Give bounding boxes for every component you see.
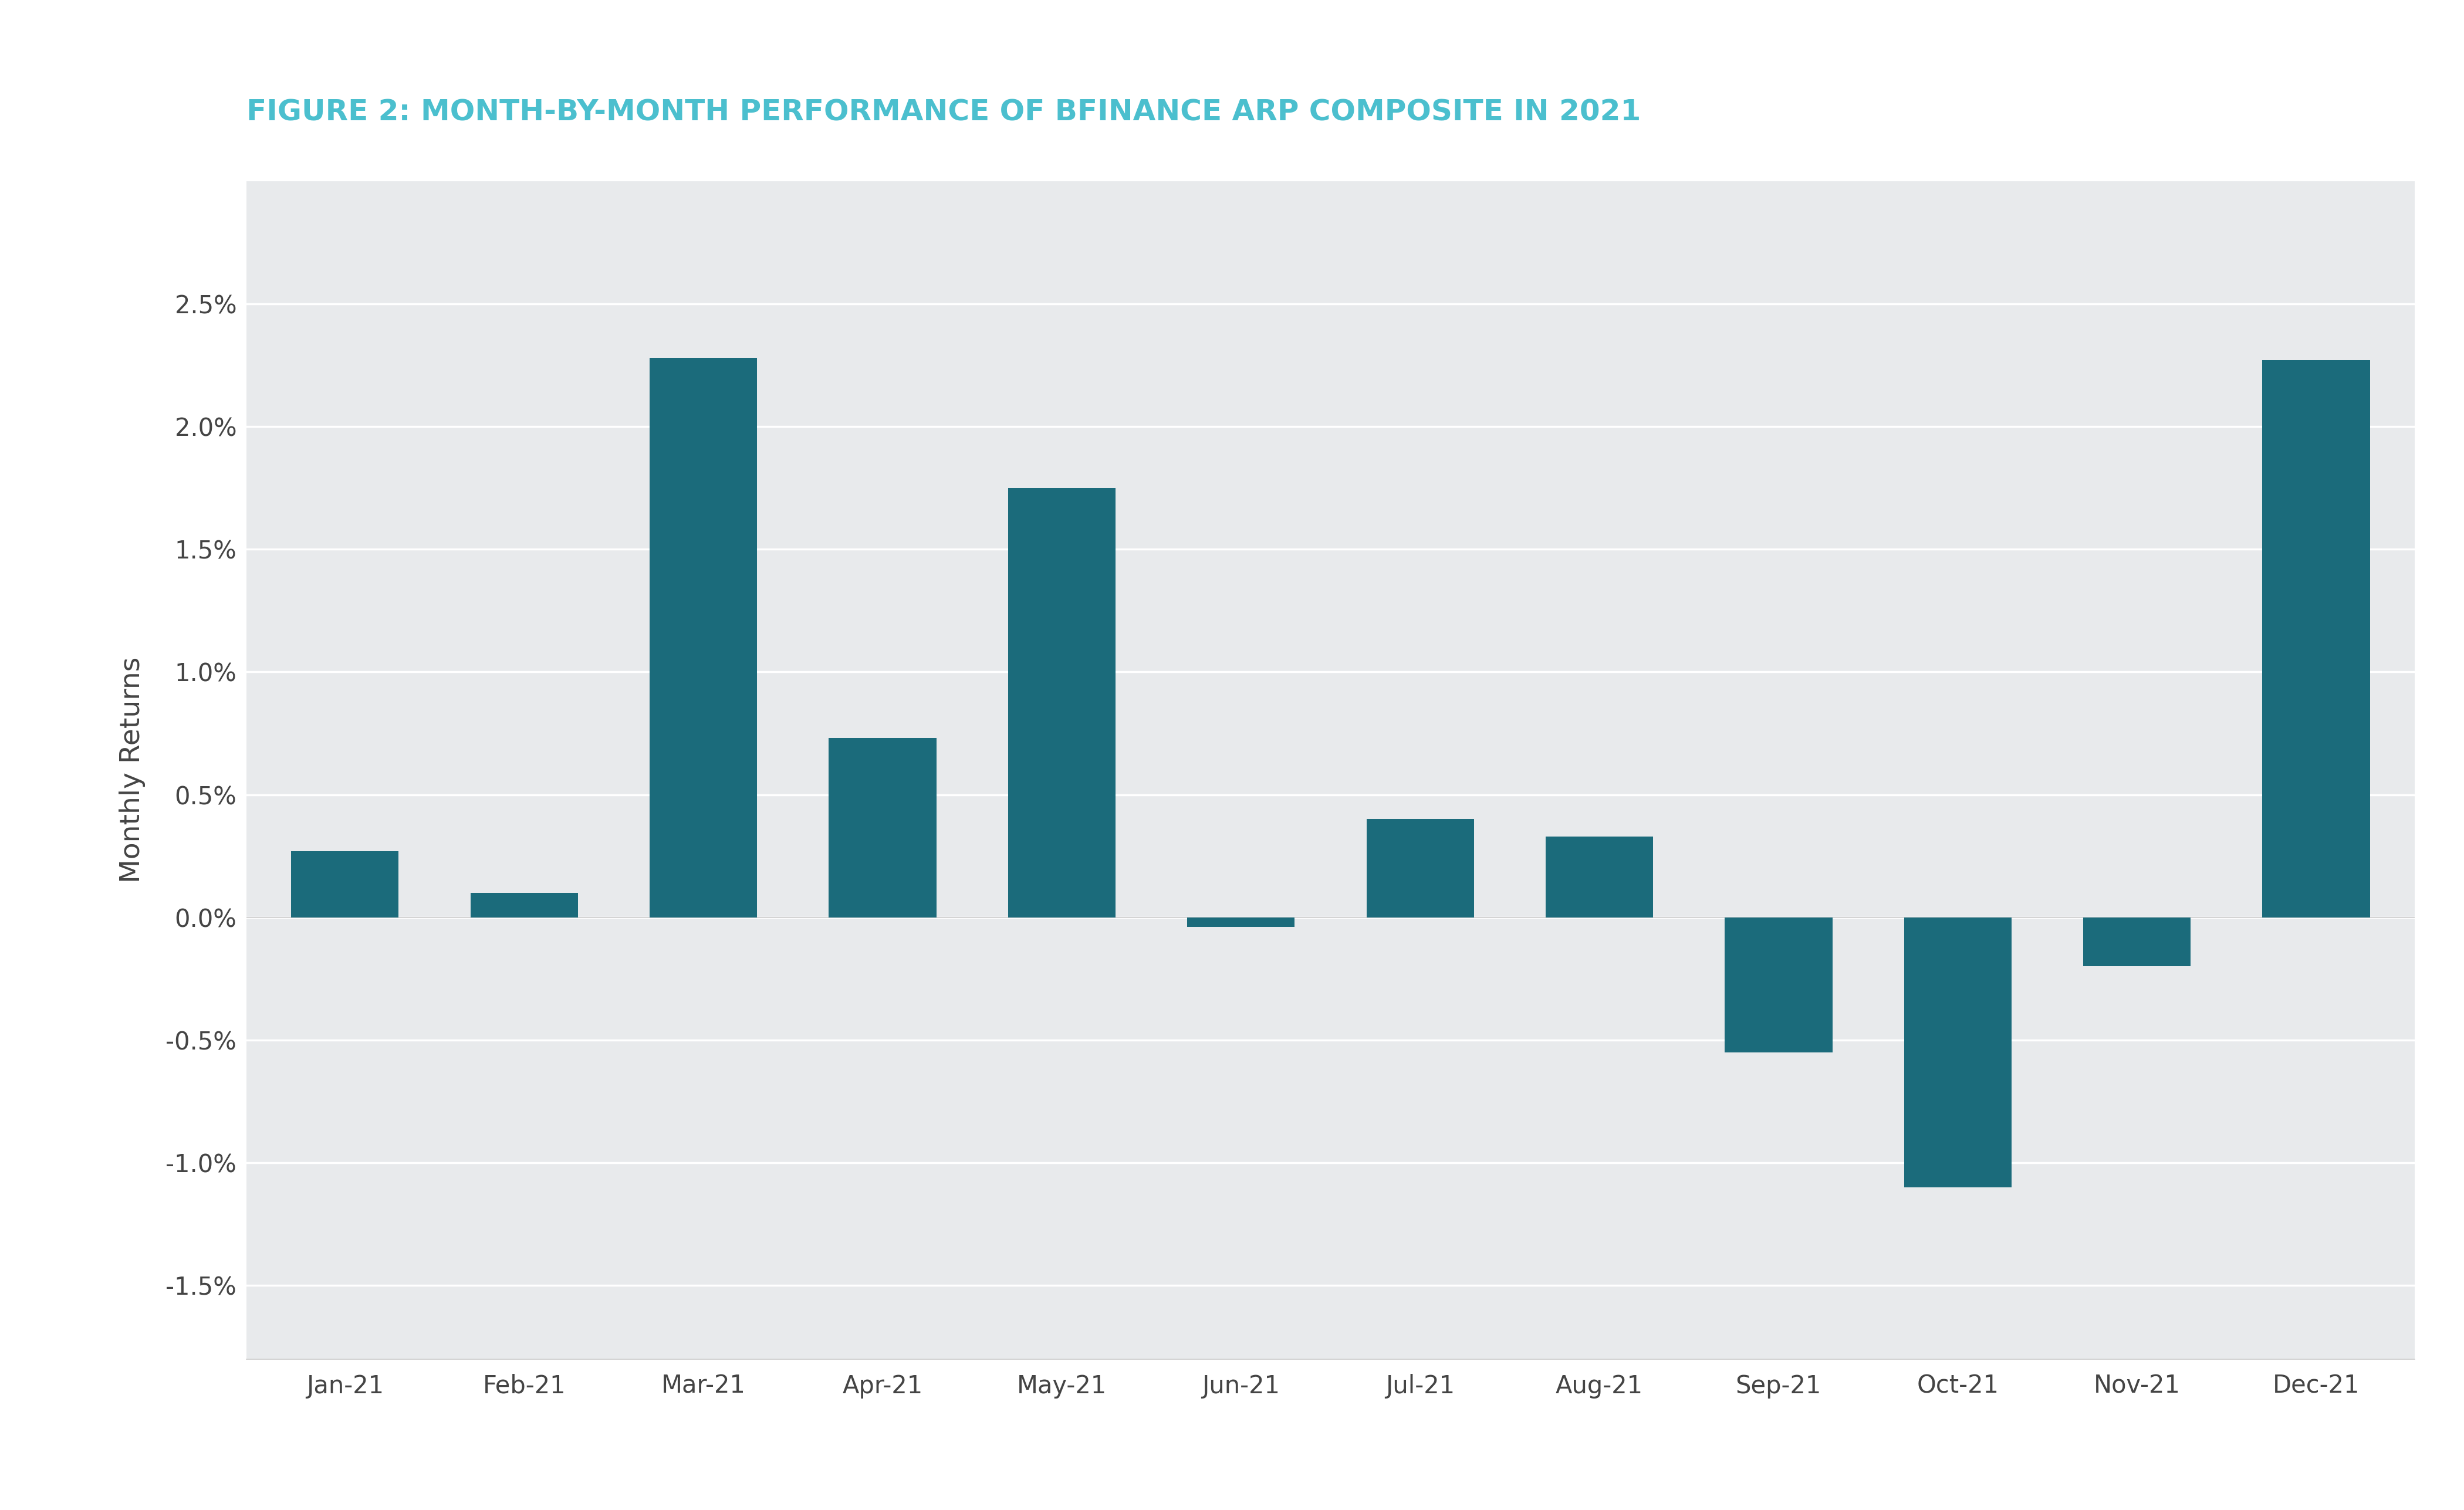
Bar	[471, 892, 579, 918]
Bar	[650, 358, 756, 918]
Bar	[1188, 918, 1294, 927]
Bar	[2262, 361, 2370, 918]
Bar	[1905, 918, 2011, 1187]
Bar	[1368, 820, 1473, 918]
Bar	[1008, 488, 1116, 918]
Bar	[2082, 918, 2190, 966]
Text: FIGURE 2: MONTH-BY-MONTH PERFORMANCE OF BFINANCE ARP COMPOSITE IN 2021: FIGURE 2: MONTH-BY-MONTH PERFORMANCE OF …	[246, 98, 1641, 127]
Bar	[1725, 918, 1833, 1052]
Bar	[291, 852, 399, 918]
Y-axis label: Monthly Returns: Monthly Returns	[118, 657, 145, 883]
Bar	[828, 738, 936, 918]
Bar	[1545, 837, 1653, 918]
